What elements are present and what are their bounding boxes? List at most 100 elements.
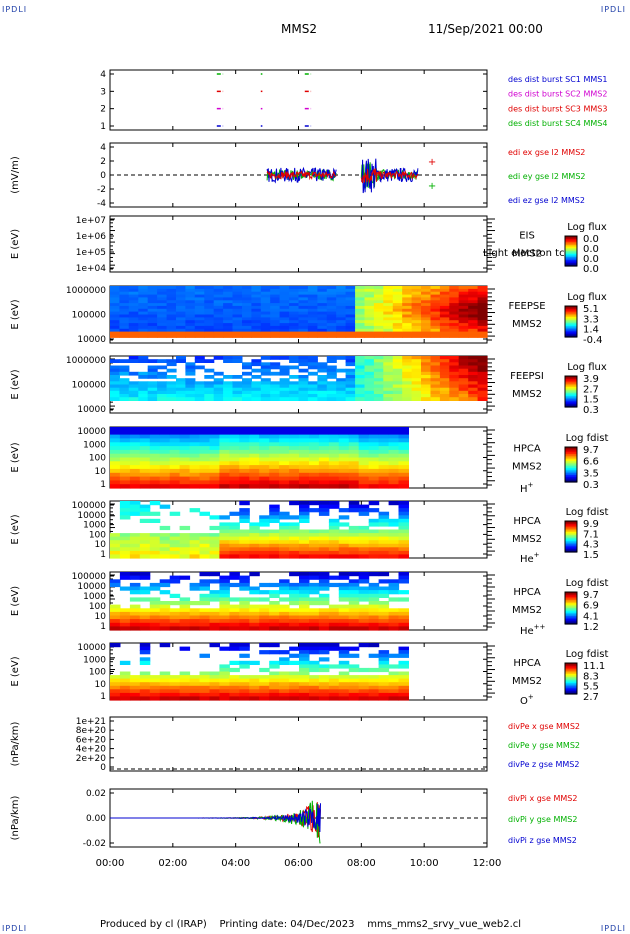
spectrogram-cell [289,615,300,620]
spectrogram-cell [421,291,431,296]
spectrogram-cell [279,300,290,304]
colorbar-cell [565,681,577,684]
spectrogram-cell [345,328,356,333]
spectrogram-cell [449,311,460,316]
spectrogram-cell [219,685,230,690]
spectrogram-cell [411,359,422,363]
spectrogram-cell [289,484,300,489]
spectrogram-cell [307,394,318,398]
spectrogram-cell [398,689,409,694]
spectrogram-cell [204,397,215,401]
spectrogram-cell [189,427,201,432]
spectrogram-cell [260,397,271,401]
spectrogram-cell [176,331,186,336]
spectrogram-cell [336,314,347,318]
spectrogram-cell [402,320,413,324]
spectrogram-cell [449,305,460,310]
spectrogram-cell [242,311,252,316]
spectrogram-cell [110,453,121,459]
spectrogram-cell [138,334,149,338]
spectrogram-cell [213,303,224,307]
spectrogram-cell [219,446,230,451]
spectrogram-cell [251,305,262,310]
colorbar-tick: 11.1 [583,661,605,672]
colorbar-tick: 6.9 [583,601,599,612]
spectrogram-cell [373,288,384,293]
spectrogram-cell [129,536,141,541]
spectrogram-cell [119,689,131,694]
spectrogram-cell [398,685,409,690]
spectrogram-cell [189,461,201,466]
spectrogram-cell [289,468,300,474]
spectrogram-cell [139,650,151,655]
spectrogram-cell [119,586,131,591]
spectrogram-cell [279,427,290,432]
spectrogram-cell [270,288,281,293]
spectrogram-cell [138,394,149,398]
colorbar-cell [565,664,577,667]
spectrogram-cell [239,689,250,694]
y-tick-label: 0 [100,763,106,773]
colorbar-cell [565,394,577,397]
spectrogram-cell [179,547,191,552]
spectrogram-cell [179,682,191,687]
spectrogram-cell [159,554,171,559]
spectrogram-cell [392,311,403,316]
y-tick-label: 100 [89,530,106,540]
colorbar-cell [565,383,577,386]
colorbar-cell [565,330,577,333]
spectrogram-cell [232,314,243,318]
spectrogram-cell [269,601,280,606]
colorbar-cell [565,454,577,457]
spectrogram-cell [157,305,168,310]
spectrogram-cell [430,331,441,336]
spectrogram-cell [119,692,131,698]
spectrogram-cell [149,465,161,470]
spectrogram-cell [345,384,356,389]
spectrogram-cell [458,323,469,327]
spectrogram-cell [219,476,230,481]
spectrogram-cell [199,453,210,459]
spectrogram-cell [139,646,151,651]
spectrogram-cell [189,484,201,489]
spectrogram-cell [289,646,300,651]
spectrogram-cell [318,504,330,509]
spectrogram-cell [279,314,290,318]
spectrogram-cell [326,325,337,330]
spectrogram-cell [199,586,210,591]
spectrogram-cell [398,554,409,559]
spectrogram-cell [383,303,394,307]
spectrogram-cell [317,384,328,389]
spectrogram-cell [219,608,230,613]
spectrogram-cell [383,368,394,373]
spectrogram-cell [439,381,450,386]
spectrogram-cell [185,300,196,304]
spectrogram-cell [373,305,384,310]
spectrogram-cell [398,540,409,545]
spectrogram-cell [219,554,230,559]
colorbar-cell [565,603,577,606]
spectrogram-cell [398,543,409,548]
spectrogram-cell [251,334,262,338]
spectrogram-cell [398,536,409,541]
spectrogram-cell [166,297,177,301]
spectrogram-cell [110,365,120,370]
spectrogram-cell [239,575,250,580]
spectrogram-cell [398,525,409,531]
spectrogram-cell [378,590,390,595]
spectrogram-cell [402,356,413,360]
spectrogram-cell [159,696,171,701]
spectrogram-cell [289,536,300,541]
spectrogram-cell [355,390,366,395]
spectrogram-cell [392,294,403,299]
spectrogram-cell [421,323,431,327]
spectrogram-cell [348,442,360,447]
spectrogram-cell [421,397,431,401]
spectrogram-cell [269,682,280,687]
colorbar-cell [565,669,577,672]
spectrogram-cell [345,308,356,313]
spectrogram-cell [402,328,413,333]
spectrogram-cell [388,522,400,527]
spectrogram-cell [199,540,210,545]
colorbar-cell [565,538,577,541]
